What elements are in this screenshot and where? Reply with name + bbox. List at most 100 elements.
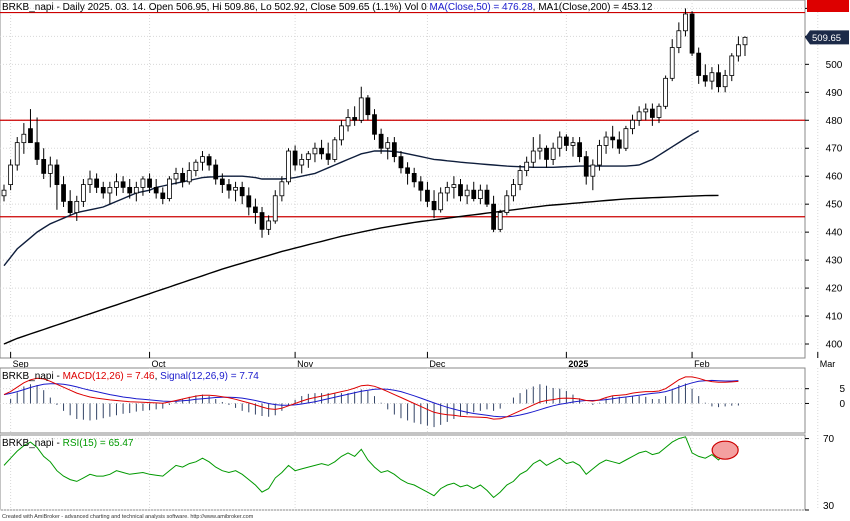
candle-down	[127, 186, 133, 194]
candle-down	[94, 178, 100, 188]
last-price-label: 509.65	[812, 33, 841, 44]
macd-last-label: 7.4647	[810, 0, 839, 3]
candle-down	[365, 97, 371, 116]
last-price-badge	[805, 30, 849, 45]
candle-up	[299, 159, 305, 166]
candle-down	[610, 136, 616, 141]
macd-last-markers: 7.739417.4647	[807, 0, 849, 12]
rsi-gridlines	[0, 435, 819, 511]
candle-up	[530, 150, 536, 163]
rsi-y-axis: 30 70	[805, 434, 835, 512]
candle-up	[81, 184, 86, 202]
ma50-line	[3, 130, 700, 267]
price-tick-label: 470	[826, 144, 843, 155]
candle-down	[696, 52, 702, 76]
candle-down	[484, 189, 490, 205]
candle-up	[21, 133, 27, 144]
candle-up	[279, 181, 285, 197]
last-price-marker: 509.65	[805, 30, 849, 45]
signal-line	[3, 379, 739, 418]
macd-line	[3, 376, 739, 420]
macd-y-axis: 05	[805, 384, 845, 410]
candle-up	[511, 184, 516, 197]
candle-up	[233, 186, 238, 191]
rsi-series	[3, 436, 739, 499]
macd-lines	[3, 376, 739, 420]
candle-down	[253, 206, 258, 213]
rsi-legend-label: RSI(15) = 65.47	[63, 438, 134, 449]
price-tick-label: 410	[826, 312, 843, 323]
macd-header-prefix: BRKB_napi -	[2, 371, 63, 382]
candle-down	[471, 189, 477, 199]
candle-up	[444, 186, 450, 194]
candle-down	[206, 156, 212, 166]
candle-up	[656, 105, 662, 118]
candle-down	[239, 186, 245, 197]
candle-up	[735, 44, 741, 57]
candle-up	[603, 136, 609, 146]
rsi-last-marker: 65.4678	[811, 0, 845, 3]
price-pane: 400410420430440450460470480490500510520 …	[0, 0, 849, 369]
x-tick-label: Oct	[152, 359, 167, 369]
rsi-header-prefix: BRKB_napi -	[2, 438, 63, 449]
candle-up	[312, 147, 318, 155]
candle-down	[398, 156, 404, 169]
ma50-legend-label: MA(Close,50) = 476.28	[430, 2, 534, 13]
macd-pane: 05 7.739417.4647 BRKB_napi - MACD(12,26)…	[0, 0, 849, 434]
rsi-highlight-ellipse	[711, 440, 739, 460]
candle-up	[87, 178, 93, 185]
macd-tick-label: 5	[839, 384, 845, 395]
candle-up	[451, 184, 457, 188]
rsi-header-title: BRKB_napi - RSI(15) = 65.47	[2, 438, 134, 449]
candle-up	[107, 186, 113, 194]
candle-up	[47, 164, 53, 174]
candle-down	[391, 142, 397, 158]
candle-up	[1, 189, 7, 197]
candle-down	[418, 181, 424, 191]
candle-up	[200, 156, 205, 163]
candle-down	[34, 142, 40, 160]
price-header-main: BRKB_napi - Daily 2025. 03. 14. Open 506…	[2, 2, 430, 13]
macd-last-badge	[807, 0, 849, 12]
macd-header-title: BRKB_napi - MACD(12,26) = 7.46, Signal(1…	[2, 371, 259, 382]
macd-tick-label: 0	[839, 399, 845, 410]
price-y-axis: 400410420430440450460470480490500510520	[805, 4, 843, 351]
candle-down	[160, 192, 166, 199]
ma50-series	[3, 130, 700, 267]
candle-down	[54, 164, 60, 185]
candle-up	[709, 72, 715, 82]
candle-up	[570, 142, 576, 146]
candle-down	[458, 184, 463, 197]
candle-up	[683, 13, 688, 32]
candle-up	[332, 139, 338, 160]
price-tick-label: 500	[826, 60, 843, 71]
candle-up	[729, 55, 735, 76]
candle-down	[372, 114, 377, 135]
candle-up	[722, 75, 728, 88]
candle-down	[583, 156, 589, 177]
candle-up	[438, 192, 444, 211]
x-tick-label: Feb	[694, 359, 710, 369]
x-tick-label: 2025	[568, 359, 588, 369]
price-tick-label: 480	[826, 116, 843, 127]
candle-up	[140, 178, 146, 188]
candle-up	[557, 136, 563, 149]
candle-up	[74, 200, 80, 213]
candle-down	[405, 167, 410, 174]
rsi-line	[3, 436, 739, 499]
candle-up	[114, 181, 119, 188]
candle-down	[425, 189, 430, 202]
x-tick-label: Nov	[297, 359, 314, 369]
candle-up	[167, 178, 172, 199]
candle-down	[325, 153, 331, 160]
rsi-plot-area	[0, 434, 806, 511]
candle-down	[411, 173, 417, 183]
rsi-last-label: 65.4678	[811, 0, 845, 3]
candle-up	[305, 153, 311, 160]
rsi-tick-label: 70	[823, 434, 835, 445]
price-plot-area	[0, 0, 806, 359]
rsi-pane: 30 70 65.4678 BRKB_napi - RSI(15) = 65.47	[0, 0, 845, 512]
rsi-tick-label: 30	[823, 501, 835, 512]
candle-down	[67, 200, 73, 213]
candle-down	[563, 136, 569, 146]
